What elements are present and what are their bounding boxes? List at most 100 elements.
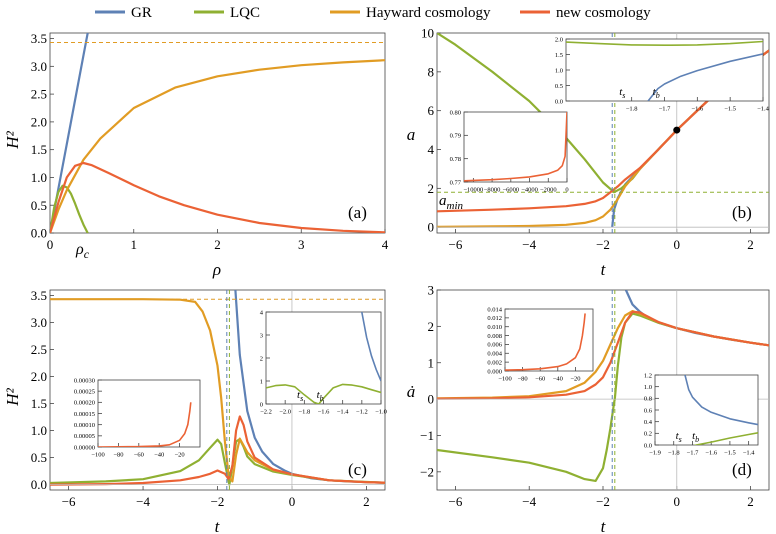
- panel-d-inset-0-ytick-label-6: 0.012: [487, 315, 502, 322]
- panel-c-series-group: [50, 290, 385, 490]
- panel-d-inset-0-ytick-label-4: 0.008: [487, 333, 502, 340]
- panel-c-ylabel: H²: [3, 387, 22, 406]
- panel-b-xtick-label-0: −6: [449, 237, 463, 252]
- panel-d-ytick-label-4: 2: [428, 319, 435, 334]
- legend-label-gr: GR: [131, 5, 152, 21]
- panel-d-series-group: [437, 290, 769, 490]
- panel-d-inset-1-ytick-label-4: 0.8: [644, 396, 652, 403]
- panel-b-inset-0-series-group: [566, 40, 763, 101]
- panel-c-inset-0-series-lqc: [266, 383, 381, 404]
- panel-d-ylabel: ȧ: [407, 382, 416, 401]
- panel-b-annotation-0: amin: [439, 193, 464, 212]
- panel-a-ylabel: H²: [3, 130, 22, 149]
- panel-b: −6 −4 −2 0 2 0 2 4 6 8 10 a t (b) amin −1.8 −1.7 −1.6 −1.5…: [407, 26, 770, 279]
- panel-b-xlabel: t: [601, 260, 607, 279]
- panel-b-inset-0-xtick-label-0: −1.8: [626, 106, 638, 113]
- panel-c-panel-label: (c): [348, 460, 367, 479]
- panel-d-inset-1-ytick-label-6: 1.2: [644, 372, 652, 379]
- panel-c-ytick-label-0: 0.0: [31, 477, 47, 492]
- panel-b-inset-1-xtick-label-1: −8000: [484, 187, 501, 194]
- panel-c-inset-1-ytick-label-0: 0.00000: [74, 444, 95, 451]
- panel-d-inset-1-xtick-label-1: −1.8: [668, 450, 680, 457]
- panel-a-ytick-label-4: 2.0: [31, 114, 47, 129]
- panel-d-xtick-label-1: −4: [522, 494, 536, 509]
- panel-b-inset-1-xtick-label-2: −6000: [502, 187, 519, 194]
- panel-d-inset-1-ytick-label-1: 0.2: [644, 431, 652, 438]
- panel-a-ytick-label-2: 1.0: [31, 170, 47, 185]
- panel-d-xtick-label-0: −6: [449, 494, 463, 509]
- panel-d-inset-0-ytick-label-1: 0.002: [487, 359, 502, 366]
- panel-d-inset-0-xtick-label-0: −100: [498, 376, 511, 383]
- panel-c-inset-1-ytick-label-2: 0.00010: [74, 422, 95, 429]
- panel-c-inset-1-xtick-label-1: −80: [113, 452, 123, 459]
- panel-d-inset-1-xtick-label-0: −1.9: [649, 450, 661, 457]
- panel-d-inset-0-ytick-label-3: 0.006: [487, 342, 502, 349]
- panel-d-inset-0-xtick-label-1: −80: [518, 376, 528, 383]
- panel-a-panel-label: (a): [348, 203, 367, 222]
- panel-d-inset-0-ytick-label-7: 0.014: [487, 306, 502, 313]
- panel-d-xlabel: t: [601, 517, 607, 534]
- panel-b-inset-1-ytick-label-3: 0.80: [450, 109, 461, 116]
- panel-c-ytick-label-1: 0.5: [31, 450, 47, 465]
- panel-d-inset-1-annotation-0: ts: [676, 430, 682, 444]
- panel-c-ytick-label-3: 1.5: [31, 396, 47, 411]
- panel-d-inset-0-series-new-cosmology: [505, 313, 586, 371]
- panel-a-series-lqc: [50, 184, 89, 233]
- panel-c-inset-1-xtick-label-0: −100: [91, 452, 104, 459]
- panels: 0 1 2 3 40.00.51.01.52.02.53.03.5H²ρ(a)ρc−6−…: [3, 26, 770, 534]
- panel-b-xtick-label-4: 2: [747, 237, 754, 252]
- panel-b-inset-0-series-gr: [647, 53, 763, 101]
- panel-b-inset-0-annotation-1: tb: [653, 86, 660, 100]
- panel-a-annotation-0: ρc: [75, 241, 90, 261]
- panel-b-inset-1-xtick-label-5: 0: [565, 187, 568, 194]
- panel-d-inset-1-ytick-label-2: 0.4: [644, 419, 653, 426]
- panel-d-series-new-cosmology: [437, 310, 769, 400]
- legend: GR LQC Hayward cosmology new cosmology: [95, 5, 651, 21]
- panel-c-inset-0-ytick-label-3: 3: [260, 332, 263, 339]
- panel-a-series-hayward-cosmology: [50, 59, 385, 233]
- panel-c-inset-0-series-group: [266, 312, 381, 404]
- panel-a-xtick-label-1: 1: [131, 237, 138, 252]
- panel-d-panel-label: (d): [732, 460, 752, 479]
- panel-a-series-gr: [50, 33, 89, 233]
- panel-b-inset-1-ytick-label-2: 0.79: [450, 133, 461, 140]
- panel-c-ytick-label-5: 2.5: [31, 342, 47, 357]
- panel-d-ytick-label-0: −2: [420, 464, 434, 479]
- panel-c-inset-0-ytick-label-1: 1: [260, 378, 263, 385]
- panel-a-ytick-label-1: 0.5: [31, 198, 47, 213]
- panel-d-xtick-label-4: 2: [747, 494, 754, 509]
- panel-c-inset-0-xtick-label-3: −1.6: [318, 409, 331, 416]
- panel-d-inset-1-xtick-label-4: −1.5: [724, 450, 736, 457]
- panel-a-ytick-label-5: 2.5: [31, 87, 47, 102]
- legend-label-lqc: LQC: [230, 5, 260, 21]
- panel-c-inset-1-ytick-label-1: 0.00005: [74, 433, 95, 440]
- panel-c-inset-1-frame: [97, 379, 201, 448]
- panel-a-xtick-label-3: 3: [298, 237, 305, 252]
- panel-d-inset-1-series-gr: [684, 375, 758, 426]
- panel-b-inset-0-frame: [565, 38, 764, 102]
- panel-c-inset-1-series-new-cosmology: [98, 402, 192, 447]
- panel-c-inset-0-annotation-0: ts: [297, 389, 303, 403]
- panel-c-inset-0-ytick-label-0: 0: [260, 401, 263, 408]
- panel-c-inset-0: −2.2 −2.0 −1.8 −1.6 −1.4 −1.2 −1.0 0 1 2 3 4 ts tb: [260, 309, 387, 415]
- panel-d-inset-0: −100 −80 −60 −40 −20 0.000 0.0020.004 0.006 0.00…: [487, 306, 594, 383]
- panel-b-ylabel: a: [407, 125, 416, 144]
- panel-c-inset-1-ytick-label-5: 0.00025: [74, 388, 95, 395]
- panel-c-inset-1: −100 −80 −60 −40 −20 0.00000 0.00005 0.00010 0.0…: [74, 377, 201, 459]
- panel-c-inset-0-xtick-label-4: −1.4: [337, 409, 350, 416]
- panel-c-ytick-label-4: 2.0: [31, 369, 47, 384]
- panel-c-xtick-label-1: −4: [136, 494, 150, 509]
- panel-d-inset-0-xtick-label-4: −20: [570, 376, 580, 383]
- panel-d-inset-1-ytick-label-0: 0.0: [644, 442, 652, 449]
- panel-b-inset-0-xtick-label-2: −1.6: [691, 106, 704, 113]
- panel-c-ytick-label-7: 3.5: [31, 288, 47, 303]
- panel-c-inset-0-xtick-label-0: −2.2: [260, 409, 272, 416]
- panel-b-inset-1-xtick-label-0: −10000: [463, 187, 483, 194]
- panel-d-inset-1: −1.9 −1.8 −1.7 −1.6 −1.5 −1.4 0.0 0.2 0.4 0.6 0.8 1…: [644, 372, 759, 457]
- panel-a-xtick-label-0: 0: [47, 237, 54, 252]
- panel-d-inset-0-ytick-label-5: 0.010: [487, 324, 502, 331]
- panel-a-ytick-label-3: 1.5: [31, 142, 47, 157]
- panel-a-series-group: [50, 33, 385, 233]
- panel-b-inset-0-xtick-label-1: −1.7: [659, 106, 672, 113]
